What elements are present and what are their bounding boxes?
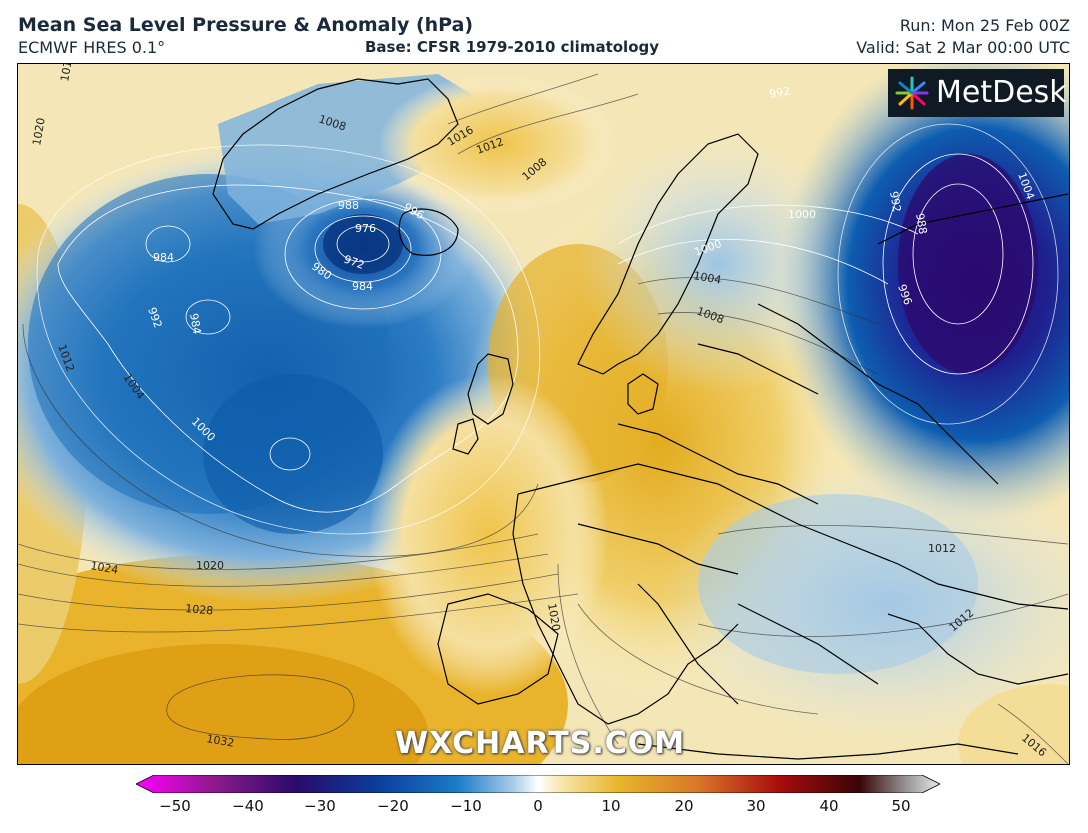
colorbar-tick: −30 <box>304 797 336 815</box>
isobar-label: 988 <box>338 199 359 212</box>
colorbar-tick: −40 <box>232 797 264 815</box>
isobar-label: 1012 <box>928 542 956 555</box>
base-label: Base: CFSR 1979-2010 climatology <box>365 38 660 56</box>
chart-title: Mean Sea Level Pressure & Anomaly (hPa) <box>18 14 474 36</box>
isobar-label: 984 <box>352 280 373 293</box>
isobar-label: 1020 <box>545 602 563 632</box>
isobar-label: 1016 <box>58 64 76 83</box>
colorbar-tick: 30 <box>746 797 766 815</box>
isobar-label: 992 <box>768 85 791 101</box>
isobar-label: 1000 <box>788 208 816 221</box>
isobar-label: 1004 <box>692 269 722 287</box>
colorbar-tick: 20 <box>674 797 694 815</box>
pressure-map: 1008 1016 1012 1008 976 972 980 984 988 … <box>17 63 1070 765</box>
isobar-label: 1032 <box>205 732 235 750</box>
logo-text: MetDesk <box>936 75 1067 110</box>
valid-label: Valid: Sat 2 Mar 00:00 UTC <box>856 38 1070 57</box>
colorbar-tick: 40 <box>819 797 839 815</box>
watermark: WXCHARTS.COM <box>395 726 686 761</box>
isobar-label: 1020 <box>196 559 224 572</box>
metdesk-logo-icon <box>895 76 929 110</box>
isobar-label: 976 <box>355 222 376 235</box>
isobar-label: 984 <box>153 251 174 264</box>
colorbar-tick: −50 <box>159 797 191 815</box>
isobar-label: 984 <box>187 312 203 335</box>
coastlines <box>212 78 1069 760</box>
colorbar-tick: 10 <box>601 797 621 815</box>
run-label: Run: Mon 25 Feb 00Z <box>899 16 1070 35</box>
model-label: ECMWF HRES 0.1° <box>18 38 166 57</box>
colorbar-tick: 0 <box>533 797 543 815</box>
metdesk-logo: MetDesk <box>888 69 1067 117</box>
colorbar-tick: −20 <box>377 797 409 815</box>
isobar-label: 1020 <box>30 117 48 147</box>
isobar-lines <box>18 73 1069 764</box>
colorbar <box>136 775 940 793</box>
isobar-label: 988 <box>913 212 929 235</box>
colorbar-tick: −10 <box>450 797 482 815</box>
isobar-label: 1028 <box>185 602 214 617</box>
isobar-label: 992 <box>887 190 903 213</box>
colorbar-tick: 50 <box>891 797 911 815</box>
isobar-label: 1024 <box>89 559 119 577</box>
